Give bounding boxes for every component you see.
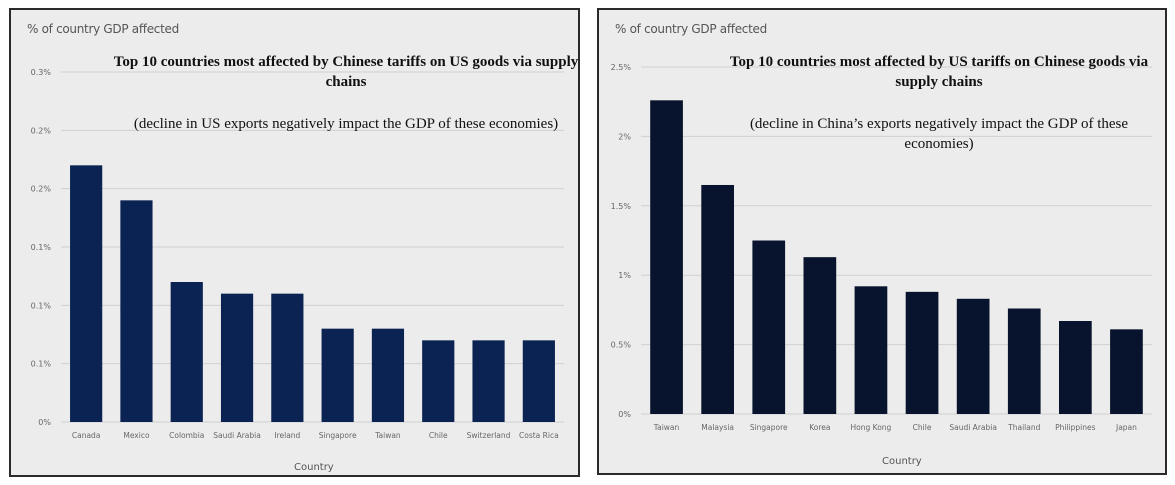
left-y-tick-label: 0.1% <box>31 360 52 369</box>
right-chart-subtitle: (decline in China’s exports negatively i… <box>749 116 1129 152</box>
right-x-tick-label: Taiwan <box>653 423 680 432</box>
right-x-tick-label: Japan <box>1115 423 1137 432</box>
left-bar <box>271 293 304 422</box>
right-chart-svg: 0% 0.5% 1% 1.5% 2% 2.5% Taiwan Malaysia Singapor… <box>611 63 1152 432</box>
left-x-axis-label: Country <box>294 462 334 473</box>
left-bar <box>321 328 354 422</box>
left-bar <box>371 328 405 422</box>
right-x-tick-label: Philippines <box>1055 423 1096 432</box>
left-bar <box>422 340 455 422</box>
left-y-tick-label: 0% <box>38 418 51 427</box>
left-x-tick-label: Canada <box>72 431 101 440</box>
right-x-tick-label: Hong Kong <box>851 423 892 432</box>
left-chart-panel: % of country GDP affected 0% 0.1% 0.1% 0.1%… <box>9 8 580 477</box>
left-y-tick-label: 0.3% <box>31 68 52 77</box>
left-bar <box>220 293 254 422</box>
left-bar <box>472 340 505 422</box>
right-y-tick-label: 0.5% <box>611 341 632 350</box>
right-chart-panel: % of country GDP affected 0% 0.5% 1% 1.5% 2%… <box>597 8 1167 475</box>
left-bar <box>70 165 103 423</box>
left-x-tick-label: Costa Rica <box>519 431 559 440</box>
left-x-tick-label: Colombia <box>169 431 204 440</box>
left-y-tick-label: 0.1% <box>31 243 52 252</box>
left-y-tick-label: 0.2% <box>31 126 52 135</box>
right-y-tick-label: 2.5% <box>611 63 632 72</box>
right-bar <box>956 298 990 414</box>
left-x-tick-label: Chile <box>429 431 448 440</box>
left-x-tick-label: Mexico <box>123 431 150 440</box>
right-y-axis-label: % of country GDP affected <box>615 22 767 36</box>
right-bar <box>1110 329 1143 414</box>
right-x-tick-label: Chile <box>913 423 932 432</box>
right-bar <box>1058 321 1092 414</box>
right-bar <box>1007 308 1041 414</box>
left-y-axis-label: % of country GDP affected <box>27 22 179 36</box>
right-y-tick-label: 0% <box>618 410 631 419</box>
left-bar <box>170 282 203 422</box>
right-y-tick-label: 1% <box>618 271 631 280</box>
right-bar <box>905 291 939 414</box>
left-x-tick-label: Ireland <box>274 431 300 440</box>
left-x-tick-label: Taiwan <box>374 431 401 440</box>
left-chart-svg: 0% 0.1% 0.1% 0.1% 0.2% 0.2% 0.3% Canada Mexico Co… <box>31 68 564 440</box>
left-x-tick-label: Saudi Arabia <box>213 431 261 440</box>
left-bar <box>522 340 555 422</box>
left-y-tick-label: 0.1% <box>31 301 52 310</box>
right-bar <box>650 100 683 414</box>
right-y-tick-label: 2% <box>618 132 631 141</box>
right-x-axis-label: Country <box>882 456 922 467</box>
left-bar <box>120 200 153 422</box>
left-chart-title: Top 10 countries most affected by Chines… <box>113 54 579 90</box>
right-bar <box>803 257 837 414</box>
right-bar <box>701 184 735 414</box>
right-x-tick-label: Thailand <box>1007 423 1040 432</box>
left-x-tick-label: Singapore <box>319 431 357 440</box>
left-y-tick-label: 0.2% <box>31 185 52 194</box>
right-bar <box>752 240 786 414</box>
right-x-tick-label: Malaysia <box>701 423 734 432</box>
left-chart-subtitle: (decline in US exports negatively impact… <box>133 116 559 132</box>
right-chart-title: Top 10 countries most affected by US tar… <box>729 54 1149 90</box>
right-bar <box>854 286 888 414</box>
right-x-tick-label: Korea <box>809 423 830 432</box>
left-x-tick-label: Switzerland <box>467 431 511 440</box>
right-x-tick-label: Saudi Arabia <box>949 423 997 432</box>
right-y-tick-label: 1.5% <box>611 202 632 211</box>
right-x-tick-label: Singapore <box>750 423 788 432</box>
